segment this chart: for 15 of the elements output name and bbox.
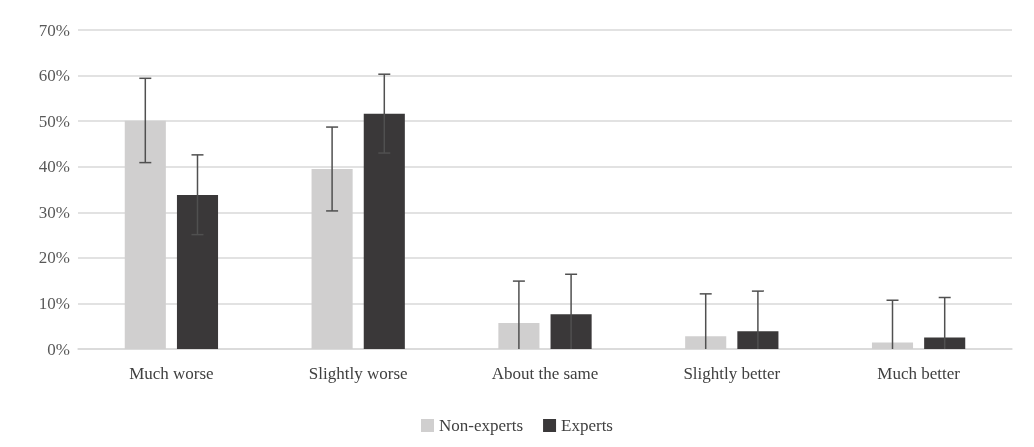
y-tick-label: 60%	[38, 66, 70, 86]
y-tick-label: 30%	[38, 202, 70, 222]
x-tick-label: Much worse	[129, 364, 214, 383]
y-tick-label: 0%	[47, 339, 70, 359]
y-tick-label: 50%	[38, 111, 70, 131]
legend-label: Non-experts	[439, 416, 524, 435]
x-tick-label: Slightly better	[683, 364, 781, 383]
x-tick-label: Much better	[877, 364, 961, 383]
y-tick-label: 40%	[38, 157, 70, 177]
y-tick-label: 70%	[38, 20, 70, 40]
y-tick-label: 10%	[38, 293, 70, 313]
x-tick-label: Slightly worse	[308, 364, 408, 383]
legend-label: Experts	[561, 416, 613, 435]
y-tick-label: 20%	[38, 248, 70, 268]
x-tick-label: About the same	[491, 364, 599, 383]
